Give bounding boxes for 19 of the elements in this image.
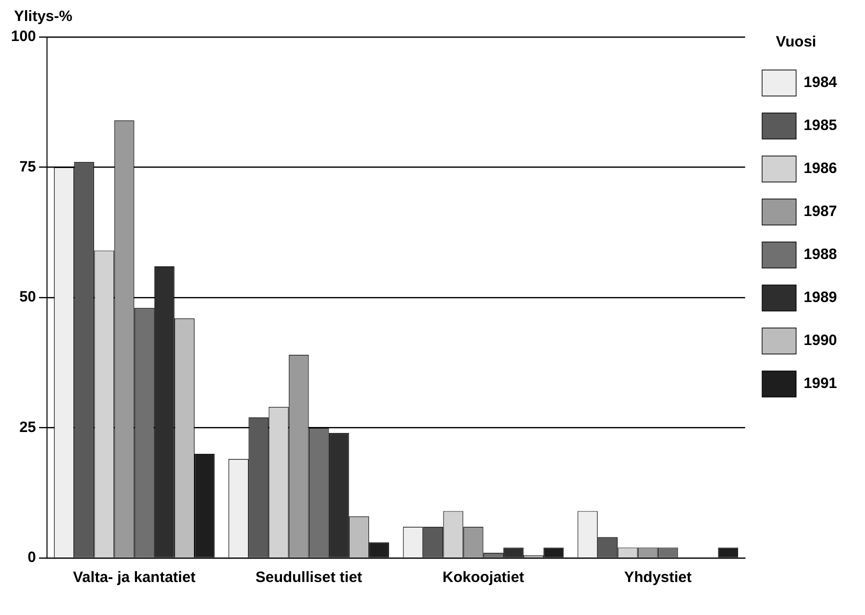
x-tick-label: Seudulliset tiet	[255, 569, 362, 586]
legend-label: 1989	[804, 289, 838, 306]
legend-title: Vuosi	[776, 34, 816, 51]
x-tick-label: Valta- ja kantatiet	[73, 569, 196, 586]
y-tick-label: 100	[10, 28, 36, 46]
legend-label: 1986	[804, 160, 838, 178]
legend-label: 1984	[804, 74, 838, 92]
y-tick-label: 50	[19, 288, 36, 306]
legend-label: 1987	[804, 203, 838, 220]
y-tick-label: 75	[19, 158, 36, 176]
x-tick-label: Yhdystiet	[624, 569, 692, 586]
y-tick-label: 0	[28, 549, 36, 566]
legend-label: 1985	[804, 117, 838, 134]
legend-label: 1990	[804, 332, 838, 350]
x-tick-label: Kokoojatiet	[442, 569, 524, 586]
legend-label: 1991	[804, 375, 838, 392]
y-axis-title: Ylitys-%	[14, 8, 74, 25]
legend-label: 1988	[804, 246, 838, 264]
y-tick-label: 25	[19, 418, 36, 436]
